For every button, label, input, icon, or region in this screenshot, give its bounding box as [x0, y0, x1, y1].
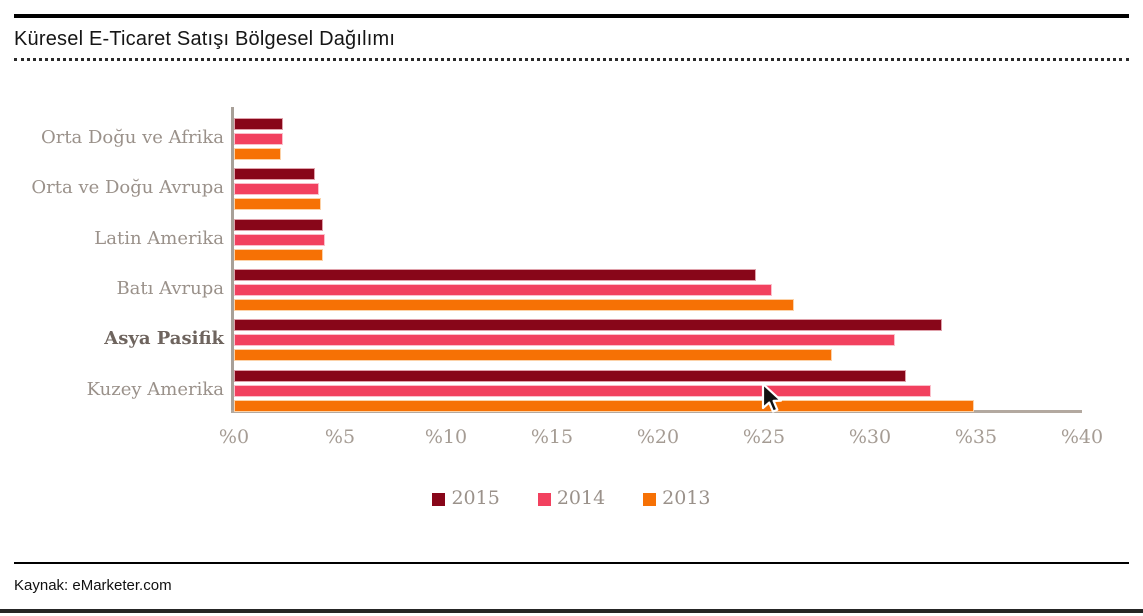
x-axis-tick-label: %35: [954, 426, 998, 448]
bar-group: [234, 311, 1082, 362]
bar-group: [234, 261, 1082, 311]
mouse-cursor-icon: [761, 382, 783, 413]
x-axis-tick-label: %10: [424, 426, 468, 448]
dotted-divider: [14, 58, 1129, 61]
category-label: Orta Doğu ve Afrika: [40, 127, 224, 148]
bar-group: [234, 211, 1082, 261]
category-label: Kuzey Amerika: [86, 378, 224, 400]
category-label-row: Batı Avrupa: [0, 261, 224, 311]
category-labels: Orta Doğu ve Afrika Orta ve Doğu Avrupa La…: [0, 110, 224, 412]
x-axis-tick-label: %15: [530, 426, 574, 448]
category-label: Asya Pasifik: [104, 328, 224, 350]
legend-swatch: [643, 492, 657, 506]
bar-2015: [234, 319, 943, 332]
legend-swatch: [432, 492, 446, 506]
bar-group: [234, 362, 1082, 412]
x-axis-tick-label: %20: [636, 426, 680, 448]
chart-legend: 2015 2014 2013: [0, 487, 1143, 509]
x-axis-tick-label: %30: [848, 426, 892, 448]
x-axis-tick-label: %0: [218, 426, 250, 448]
bottom-border: [0, 609, 1143, 613]
category-label-row: Asya Pasifik: [0, 311, 224, 361]
bar-2015: [234, 218, 324, 231]
legend-item: 2013: [643, 487, 711, 509]
category-label-row: Latin Amerika: [0, 211, 224, 261]
footer-divider: [14, 562, 1129, 564]
bar-plot-area: [234, 110, 1082, 412]
bar-2014: [234, 133, 283, 145]
y-axis-line: [231, 107, 234, 413]
category-label: Orta ve Doğu Avrupa: [31, 177, 224, 199]
bar-2014: [234, 384, 932, 397]
bar-2015: [234, 168, 315, 181]
bar-2014: [234, 233, 326, 246]
bar-2013: [234, 248, 324, 261]
bar-group: [234, 110, 1082, 160]
bar-2014: [234, 183, 319, 196]
bar-group: [234, 160, 1082, 211]
x-axis-tick-label: %40: [1060, 426, 1104, 448]
x-axis-tick-label: %25: [742, 426, 786, 448]
legend-swatch: [537, 492, 551, 506]
x-axis-tick-labels: %0 %5 %10 %15 %20 %25 %30 %35 %40: [0, 426, 1143, 452]
category-label: Latin Amerika: [94, 227, 224, 249]
top-divider: [14, 14, 1129, 18]
bar-2014: [234, 283, 773, 296]
legend-label: 2015: [451, 487, 500, 509]
bar-2013: [234, 198, 321, 211]
legend-item: 2014: [537, 487, 606, 509]
legend-label: 2014: [556, 487, 606, 509]
source-label: Kaynak: eMarketer.com: [14, 577, 172, 594]
bar-2013: [234, 148, 281, 160]
bar-2014: [234, 334, 896, 347]
category-label: Batı Avrupa: [116, 277, 224, 299]
legend-label: 2013: [662, 487, 711, 509]
category-label-row: Kuzey Amerika: [0, 362, 224, 412]
bar-2015: [234, 268, 756, 281]
x-axis-tick-label: %5: [324, 426, 356, 448]
bar-2015: [234, 369, 907, 382]
category-label-row: Orta Doğu ve Afrika: [0, 110, 224, 160]
bar-2013: [234, 399, 974, 412]
bar-2015: [234, 118, 283, 130]
bar-2013: [234, 298, 794, 311]
page-title: Küresel E-Ticaret Satışı Bölgesel Dağılı…: [14, 28, 396, 50]
bar-2013: [234, 349, 832, 362]
category-label-row: Orta ve Doğu Avrupa: [0, 160, 224, 210]
legend-item: 2015: [432, 487, 500, 509]
